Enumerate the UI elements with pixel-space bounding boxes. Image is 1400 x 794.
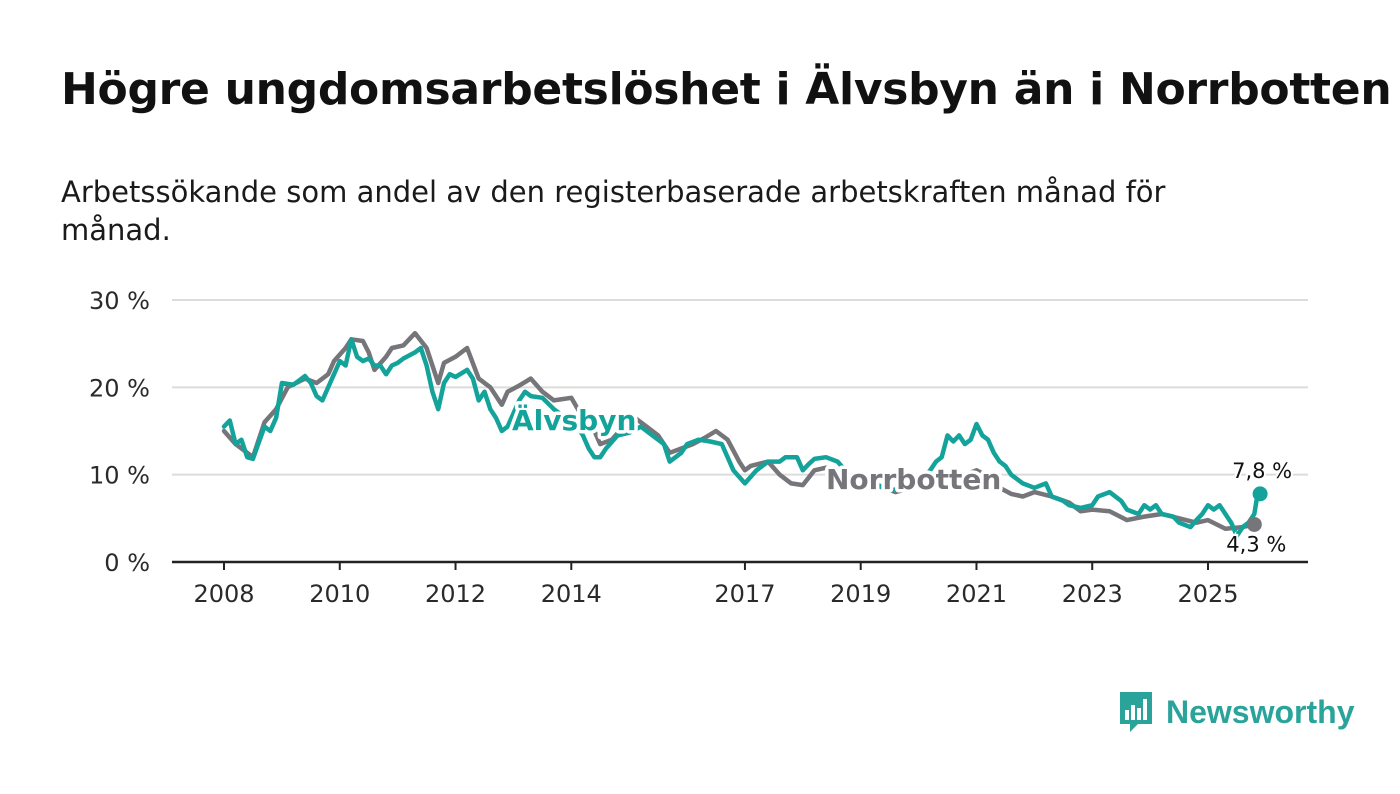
series-label-norrbotten: Norrbotten <box>826 463 1001 496</box>
end-value-label-alvsbyn: 7,8 % <box>1232 459 1292 483</box>
x-tick-label: 2021 <box>946 580 1007 608</box>
series-line-alvsbyn <box>221 337 1263 539</box>
chart-title: Högre ungdomsarbetslöshet i Älvsbyn än i… <box>61 64 1392 115</box>
series-labels: Älvsbyn Norrbotten <box>509 400 1005 500</box>
x-tick-label: 2019 <box>830 580 891 608</box>
y-tick-label: 30 % <box>89 287 150 315</box>
end-marker-norrbotten <box>1246 516 1262 532</box>
y-tick-label: 0 % <box>104 549 150 577</box>
x-tick-label: 2012 <box>425 580 486 608</box>
x-tick-label: 2023 <box>1062 580 1123 608</box>
x-tick-label: 2025 <box>1177 580 1238 608</box>
gridlines <box>172 299 1308 476</box>
axes: 0 % 10 % 20 % 30 % 2008 2010 2012 2014 2017 2019 2… <box>89 287 1308 608</box>
x-tick-label: 2010 <box>309 580 370 608</box>
end-markers: 7,8 % 4,3 % <box>1224 457 1294 559</box>
series-label-alvsbyn: Älvsbyn <box>512 403 636 437</box>
x-tick-label: 2008 <box>193 580 254 608</box>
chart-subtitle: Arbetssökande som andel av den registerb… <box>61 175 1166 247</box>
y-tick-label: 20 % <box>89 374 150 402</box>
series-line-norrbotten <box>221 330 1257 532</box>
bar-chart-speech-icon <box>1120 692 1152 732</box>
end-value-label-norrbotten: 4,3 % <box>1226 532 1286 556</box>
y-tick-label: 10 % <box>89 462 150 490</box>
end-marker-alvsbyn <box>1252 486 1268 502</box>
x-tick-label: 2017 <box>714 580 775 608</box>
x-tick-label: 2014 <box>541 580 602 608</box>
newsworthy-logo: Newsworthy <box>1118 690 1354 734</box>
series-lines <box>221 330 1263 539</box>
brand-name: Newsworthy <box>1166 693 1355 730</box>
